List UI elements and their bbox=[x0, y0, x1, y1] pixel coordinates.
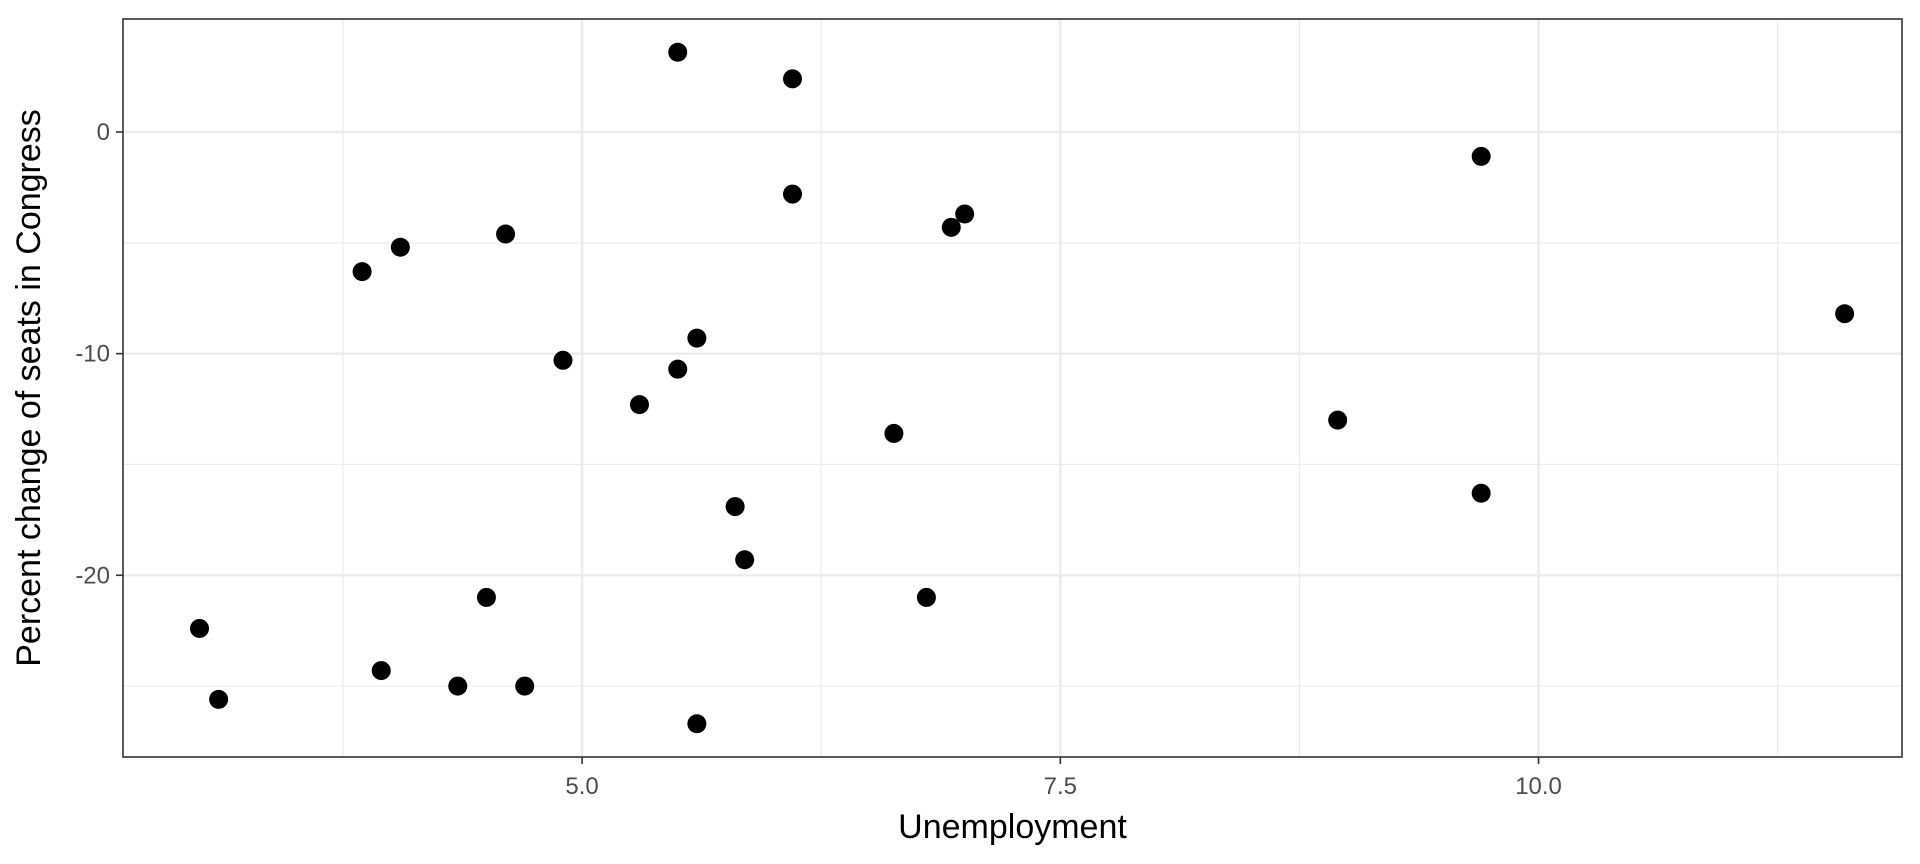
data-points bbox=[190, 42, 1855, 734]
data-point bbox=[884, 423, 904, 443]
data-point bbox=[941, 217, 961, 237]
data-point bbox=[735, 550, 755, 570]
data-point bbox=[687, 714, 707, 734]
data-point bbox=[725, 497, 745, 517]
x-tick-label: 10.0 bbox=[1515, 773, 1562, 800]
data-point bbox=[553, 350, 573, 370]
data-point bbox=[668, 42, 688, 62]
data-point bbox=[783, 69, 803, 89]
data-point bbox=[476, 587, 496, 607]
x-axis-title: Unemployment bbox=[898, 808, 1127, 846]
data-point bbox=[352, 262, 372, 282]
data-point bbox=[916, 587, 936, 607]
data-point bbox=[629, 395, 649, 415]
data-point bbox=[783, 184, 803, 204]
data-point bbox=[209, 689, 229, 709]
y-tick-label: -10 bbox=[75, 341, 110, 368]
data-point bbox=[190, 618, 210, 638]
data-point bbox=[371, 661, 391, 681]
data-point bbox=[390, 237, 410, 257]
data-point bbox=[448, 676, 468, 696]
data-point bbox=[1835, 304, 1855, 324]
axes: 5.0 7.5 10.0 0 -10 -20 bbox=[75, 119, 1562, 800]
grid-lines bbox=[123, 19, 1902, 757]
y-axis-title: Percent change of seats in Congress bbox=[10, 109, 48, 667]
data-point bbox=[687, 328, 707, 348]
plot-panel-background bbox=[123, 19, 1902, 757]
plot-panel-border bbox=[122, 18, 1903, 758]
y-tick-label: -20 bbox=[75, 562, 110, 589]
x-tick-label: 7.5 bbox=[1044, 773, 1077, 800]
data-point bbox=[1328, 410, 1348, 430]
y-tick-label: 0 bbox=[97, 119, 110, 146]
x-tick-label: 5.0 bbox=[565, 773, 598, 800]
data-point bbox=[496, 224, 516, 244]
data-point bbox=[1471, 483, 1491, 503]
data-point bbox=[668, 359, 688, 379]
data-point bbox=[1471, 146, 1491, 166]
data-point bbox=[955, 204, 975, 224]
data-point bbox=[515, 676, 535, 696]
